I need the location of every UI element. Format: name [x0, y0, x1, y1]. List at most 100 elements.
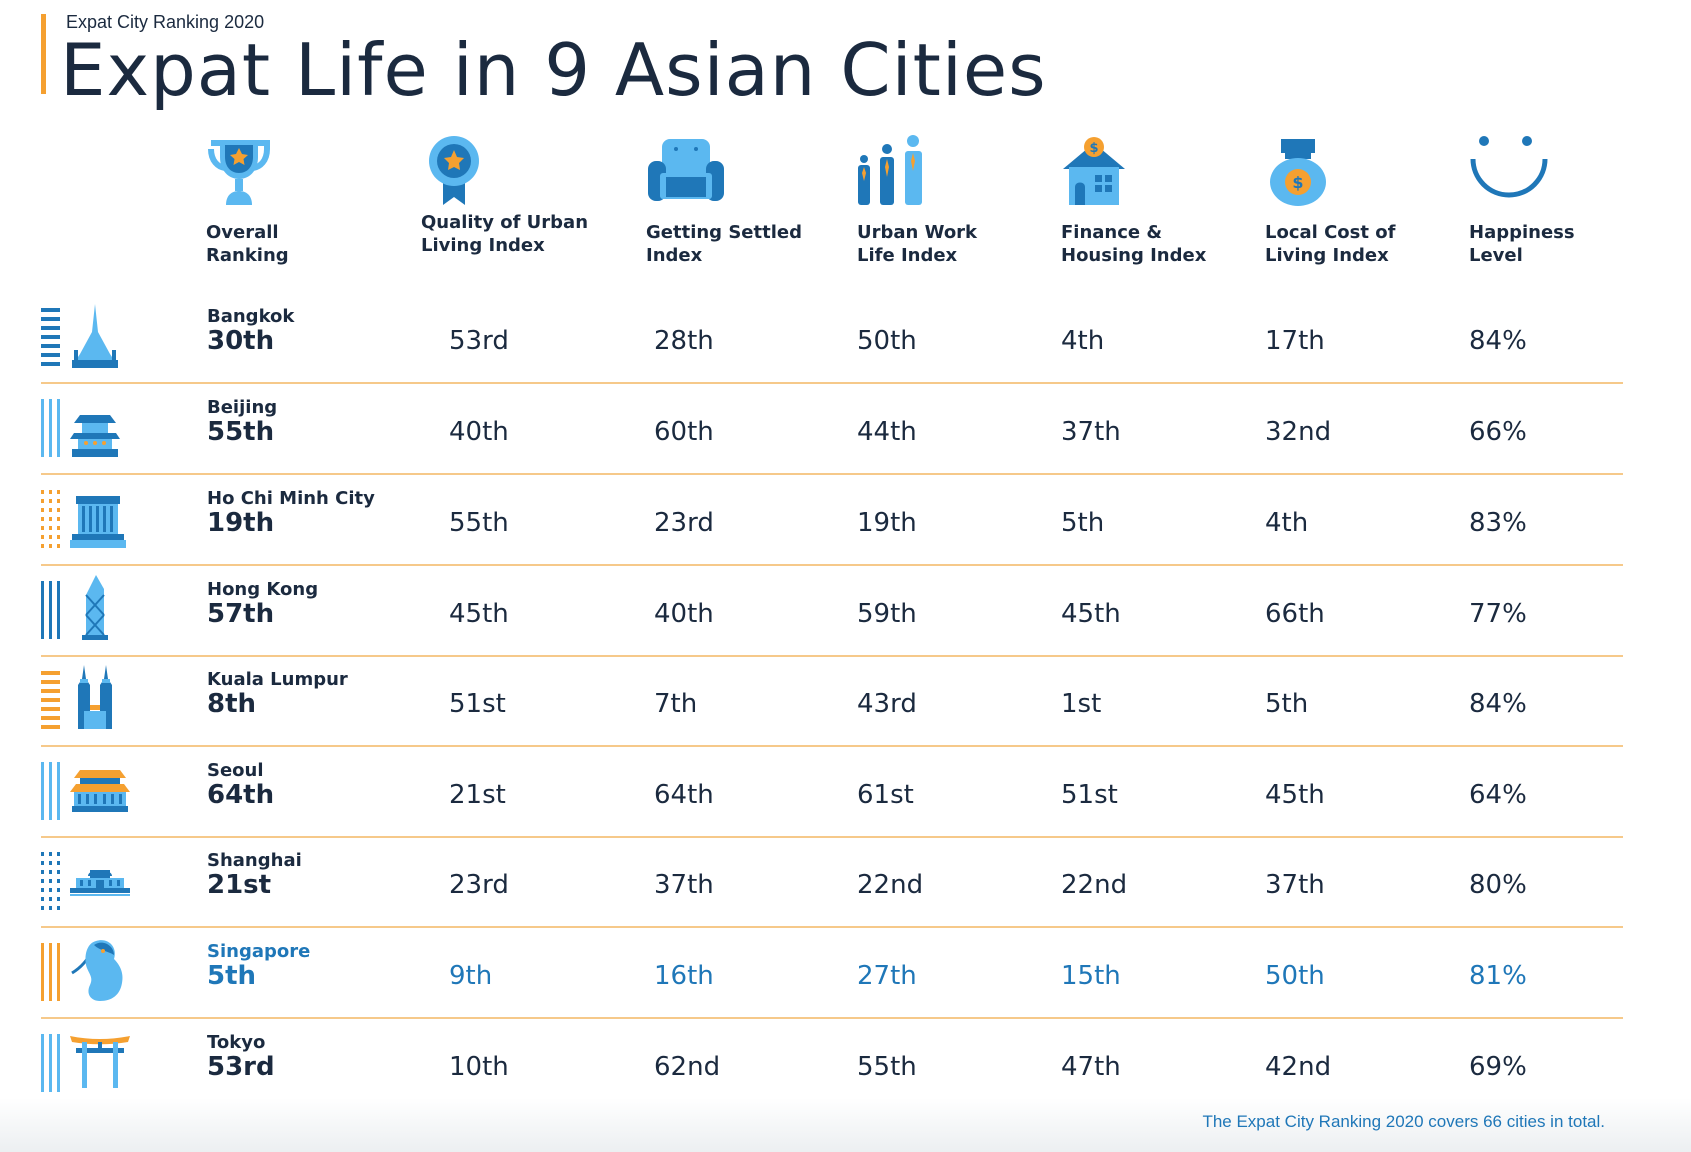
- trophy-icon: [208, 140, 270, 205]
- row-divider: [41, 836, 1623, 838]
- pagoda-icon: [70, 415, 120, 457]
- column-label: Finance & Housing Index: [1061, 222, 1207, 266]
- happiness-level-value: 80%: [1469, 870, 1527, 900]
- getting-settled-value: 62nd: [654, 1052, 721, 1082]
- city-name: Seoul: [207, 760, 264, 781]
- award-badge-icon: [429, 136, 479, 205]
- page-subtitle: Expat City Ranking 2020: [66, 12, 265, 32]
- getting-settled-value: 16th: [654, 961, 714, 991]
- column-header-overall-ranking: Overall Ranking: [206, 135, 396, 267]
- museum-icon: [70, 870, 130, 896]
- table-row: Singapore 5th 9th 16th 27th 15th 50th 81…: [41, 929, 1623, 1019]
- row-marker: [41, 1034, 60, 1092]
- city-name: Singapore: [207, 941, 311, 962]
- table-row: Bangkok 30th 53rd 28th 50th 4th 17th 84%: [41, 294, 1623, 384]
- row-divider: [41, 655, 1623, 657]
- twin-towers-icon: [78, 665, 112, 729]
- quality-of-urban-living-value: 51st: [449, 689, 506, 719]
- city-name: Shanghai: [207, 850, 302, 871]
- finance-housing-value: 5th: [1061, 508, 1105, 538]
- finance-housing-value: 15th: [1061, 961, 1121, 991]
- overall-ranking: 21st: [207, 870, 272, 900]
- palace-gate-icon: [70, 770, 130, 812]
- row-divider: [41, 1017, 1623, 1019]
- local-cost-of-living-value: 37th: [1265, 870, 1325, 900]
- local-cost-of-living-value: 4th: [1265, 508, 1309, 538]
- people-icon: [858, 135, 922, 205]
- quality-of-urban-living-value: 10th: [449, 1052, 509, 1082]
- finance-housing-value: 37th: [1061, 417, 1121, 447]
- local-cost-of-living-value: 5th: [1265, 689, 1309, 719]
- urban-work-life-value: 59th: [857, 599, 917, 629]
- column-label: Getting Settled Index: [646, 222, 802, 266]
- column-label: Overall Ranking: [206, 222, 289, 266]
- column-header-local-cost-of-living: $ Local Cost of Living Index: [1265, 135, 1455, 267]
- row-marker: [41, 762, 60, 820]
- local-cost-of-living-value: 32nd: [1265, 417, 1332, 447]
- overall-ranking: 64th: [207, 780, 275, 810]
- overall-ranking: 5th: [207, 961, 257, 991]
- temple-icon: [72, 304, 118, 368]
- quality-of-urban-living-value: 53rd: [449, 326, 509, 356]
- finance-housing-value: 47th: [1061, 1052, 1121, 1082]
- local-cost-of-living-value: 50th: [1265, 961, 1325, 991]
- urban-work-life-value: 50th: [857, 326, 917, 356]
- title-accent-bar: [41, 14, 46, 94]
- happiness-level-value: 81%: [1469, 961, 1527, 991]
- overall-ranking: 57th: [207, 599, 275, 629]
- column-header-quality-of-urban-living: Quality of Urban Living Index: [421, 135, 611, 257]
- column-header-happiness-level: Happiness Level: [1469, 135, 1659, 267]
- getting-settled-value: 40th: [654, 599, 714, 629]
- table-row: Tokyo 53rd 10th 62nd 55th 47th 42nd 69%: [41, 1020, 1623, 1110]
- happiness-level-value: 64%: [1469, 780, 1527, 810]
- city-name: Kuala Lumpur: [207, 669, 348, 690]
- finance-housing-value: 22nd: [1061, 870, 1128, 900]
- row-divider: [41, 564, 1623, 566]
- row-marker: [41, 308, 60, 366]
- urban-work-life-value: 27th: [857, 961, 917, 991]
- local-cost-of-living-value: 45th: [1265, 780, 1325, 810]
- happiness-level-value: 83%: [1469, 508, 1527, 538]
- svg-text:$: $: [1089, 141, 1098, 156]
- happiness-level-value: 69%: [1469, 1052, 1527, 1082]
- svg-text:$: $: [1292, 173, 1303, 192]
- urban-work-life-value: 61st: [857, 780, 914, 810]
- footer-band: [0, 1098, 1691, 1152]
- getting-settled-value: 64th: [654, 780, 714, 810]
- finance-housing-value: 45th: [1061, 599, 1121, 629]
- page-title: Expat Life in 9 Asian Cities: [60, 28, 1047, 112]
- city-name: Bangkok: [207, 306, 295, 327]
- column-label: Local Cost of Living Index: [1265, 222, 1396, 266]
- column-label: Urban Work Life Index: [857, 222, 978, 266]
- quality-of-urban-living-value: 55th: [449, 508, 509, 538]
- city-name: Hong Kong: [207, 579, 319, 600]
- column-header-getting-settled: Getting Settled Index: [646, 135, 836, 267]
- overall-ranking: 19th: [207, 508, 275, 538]
- smiley-icon: [1470, 136, 1548, 198]
- house-dollar-icon: $: [1063, 137, 1125, 205]
- urban-work-life-value: 44th: [857, 417, 917, 447]
- table-row: Seoul 64th 21st 64th 61st 51st 45th 64%: [41, 748, 1623, 838]
- overall-ranking: 55th: [207, 417, 275, 447]
- row-divider: [41, 926, 1623, 928]
- city-name: Beijing: [207, 397, 278, 418]
- local-cost-of-living-value: 66th: [1265, 599, 1325, 629]
- row-marker: [41, 852, 60, 910]
- finance-housing-value: 51st: [1061, 780, 1118, 810]
- column-label: Quality of Urban Living Index: [421, 212, 589, 256]
- getting-settled-value: 60th: [654, 417, 714, 447]
- getting-settled-value: 28th: [654, 326, 714, 356]
- row-marker: [41, 399, 60, 457]
- city-name: Ho Chi Minh City: [207, 488, 375, 509]
- row-marker: [41, 581, 60, 639]
- table-row: Beijing 55th 40th 60th 44th 37th 32nd 66…: [41, 385, 1623, 475]
- city-name: Tokyo: [207, 1032, 266, 1053]
- row-marker: [41, 490, 60, 548]
- urban-work-life-value: 55th: [857, 1052, 917, 1082]
- quality-of-urban-living-value: 45th: [449, 599, 509, 629]
- merlion-icon: [71, 940, 123, 1001]
- row-marker: [41, 943, 60, 1001]
- overall-ranking: 8th: [207, 689, 257, 719]
- quality-of-urban-living-value: 9th: [449, 961, 493, 991]
- row-divider: [41, 382, 1623, 384]
